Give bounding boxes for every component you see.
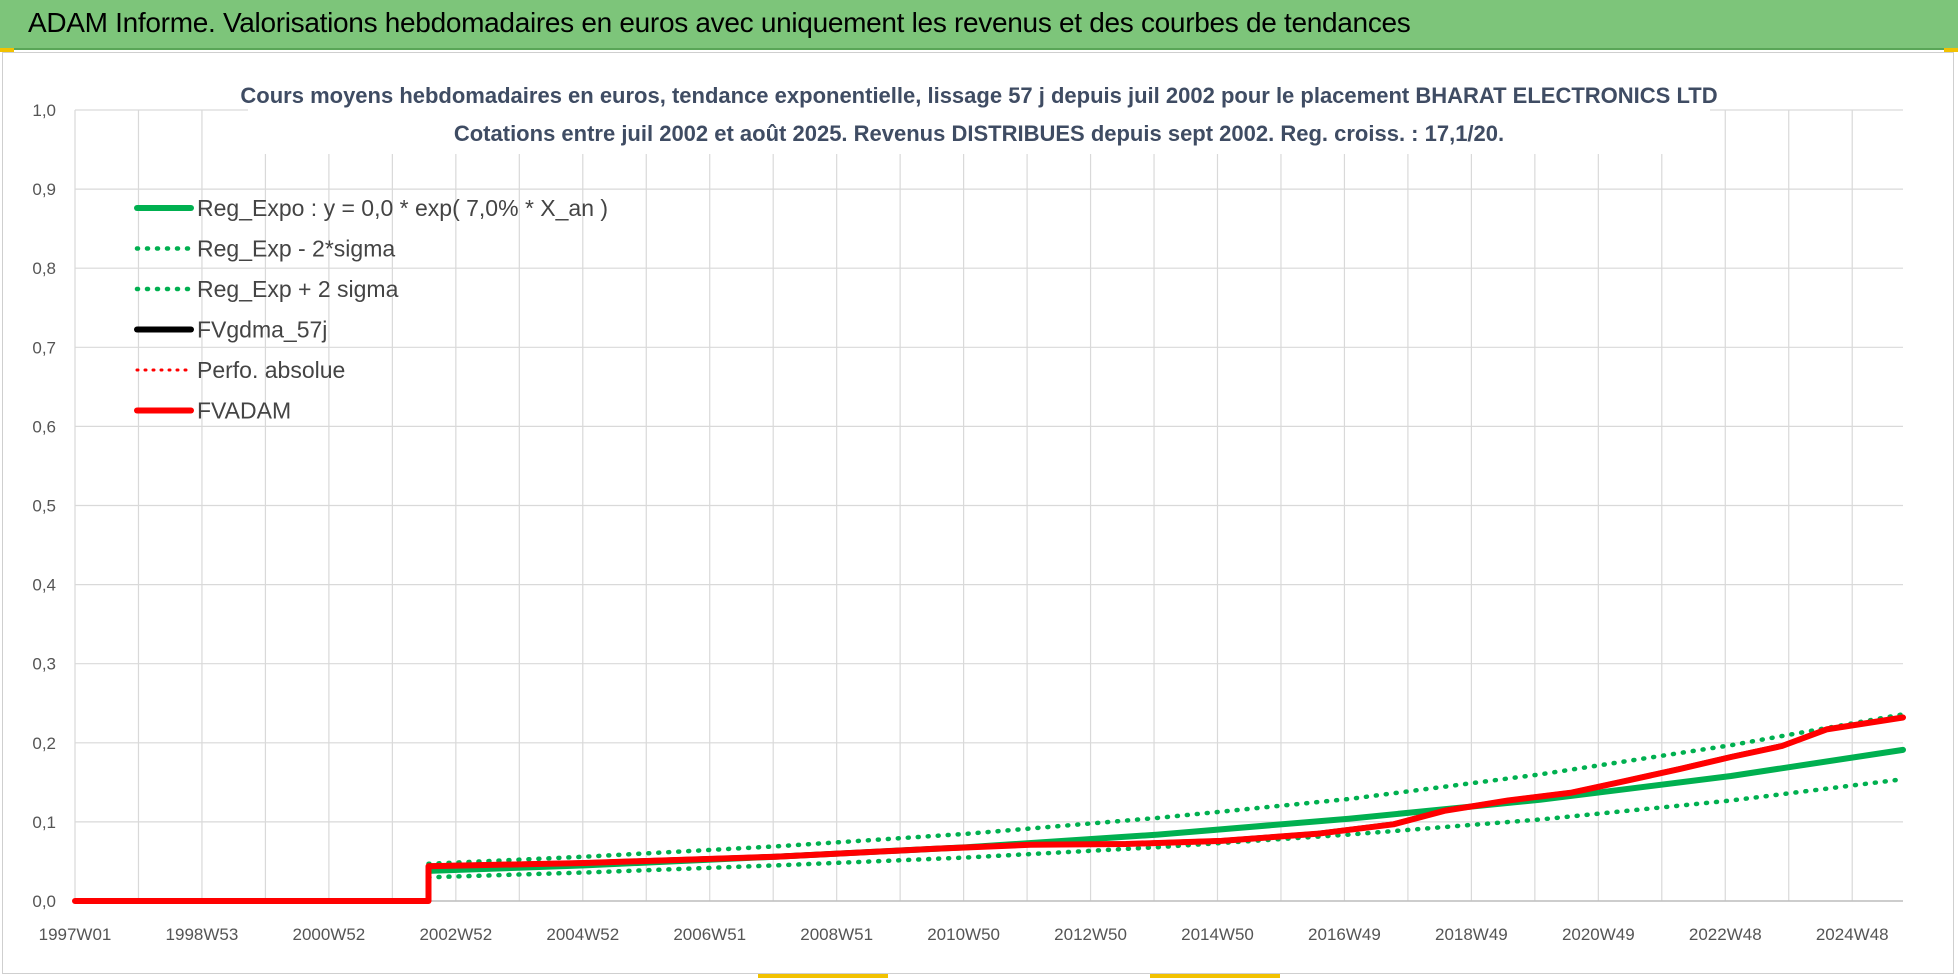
x-tick-label: 1997W01 — [39, 925, 112, 944]
legend-label: Reg_Expo : y = 0,0 * exp( 7,0% * X_an ) — [197, 195, 608, 221]
x-tick-label: 2020W49 — [1562, 925, 1635, 944]
x-tick-label: 2004W52 — [546, 925, 619, 944]
x-tick-label: 2018W49 — [1435, 925, 1508, 944]
y-tick-label: 0,0 — [32, 892, 56, 911]
y-tick-label: 1,0 — [32, 101, 56, 120]
corner-accent-right — [1944, 48, 1958, 52]
series-lines — [72, 712, 1906, 904]
x-tick-label: 2008W51 — [800, 925, 873, 944]
y-tick-label: 0,6 — [32, 417, 56, 436]
legend-label: FVgdma_57j — [197, 317, 327, 343]
x-tick-label: 2022W48 — [1689, 925, 1762, 944]
title-background — [248, 76, 1710, 154]
series-line-2 — [426, 712, 1906, 867]
series-line-1 — [426, 776, 1906, 880]
series-line-4 — [73, 716, 1905, 903]
header-banner: ADAM Informe. Valorisations hebdomadaire… — [0, 0, 1958, 50]
y-tick-label: 0,2 — [32, 734, 56, 753]
legend-label: Reg_Exp + 2 sigma — [197, 276, 399, 302]
y-axis-ticks: 0,0 0,1 0,2 0,3 0,4 0,5 0,6 0,7 0,8 0,9 1,0 — [32, 101, 56, 911]
page-title: ADAM Informe. Valorisations hebdomadaire… — [28, 7, 1411, 38]
x-tick-label: 2014W50 — [1181, 925, 1254, 944]
y-tick-label: 0,5 — [32, 497, 56, 516]
y-tick-label: 0,9 — [32, 180, 56, 199]
y-tick-label: 0,3 — [32, 655, 56, 674]
x-tick-label: 2010W50 — [927, 925, 1000, 944]
legend: Reg_Expo : y = 0,0 * exp( 7,0% * X_an ) R… — [134, 195, 608, 424]
y-tick-label: 0,1 — [32, 813, 56, 832]
x-tick-label: 2012W50 — [1054, 925, 1127, 944]
y-tick-label: 0,8 — [32, 259, 56, 278]
corner-accent-left — [0, 48, 14, 52]
y-tick-label: 0,7 — [32, 338, 56, 357]
legend-label: Perfo. absolue — [197, 357, 345, 383]
x-tick-label: 2016W49 — [1308, 925, 1381, 944]
y-tick-label: 0,4 — [32, 576, 56, 595]
x-tick-label: 2000W52 — [292, 925, 365, 944]
legend-label: Reg_Exp - 2*sigma — [197, 236, 395, 262]
x-axis-ticks: 1997W01 1998W53 2000W52 2002W52 2004W52 2006W… — [39, 925, 1889, 944]
x-tick-label: 1998W53 — [166, 925, 239, 944]
legend-label: FVADAM — [197, 398, 291, 424]
bottom-accent-2 — [1150, 974, 1280, 978]
x-tick-label: 2006W51 — [673, 925, 746, 944]
chart-title-line2: Cotations entre juil 2002 et août 2025. … — [454, 121, 1504, 146]
chart-frame — [2, 52, 1954, 974]
x-tick-label: 2002W52 — [419, 925, 492, 944]
grid-lines — [74, 109, 1903, 902]
chart-title-line1: Cours moyens hebdomadaires en euros, ten… — [240, 83, 1717, 108]
bottom-accent-1 — [758, 974, 888, 978]
x-tick-label: 2024W48 — [1816, 925, 1889, 944]
